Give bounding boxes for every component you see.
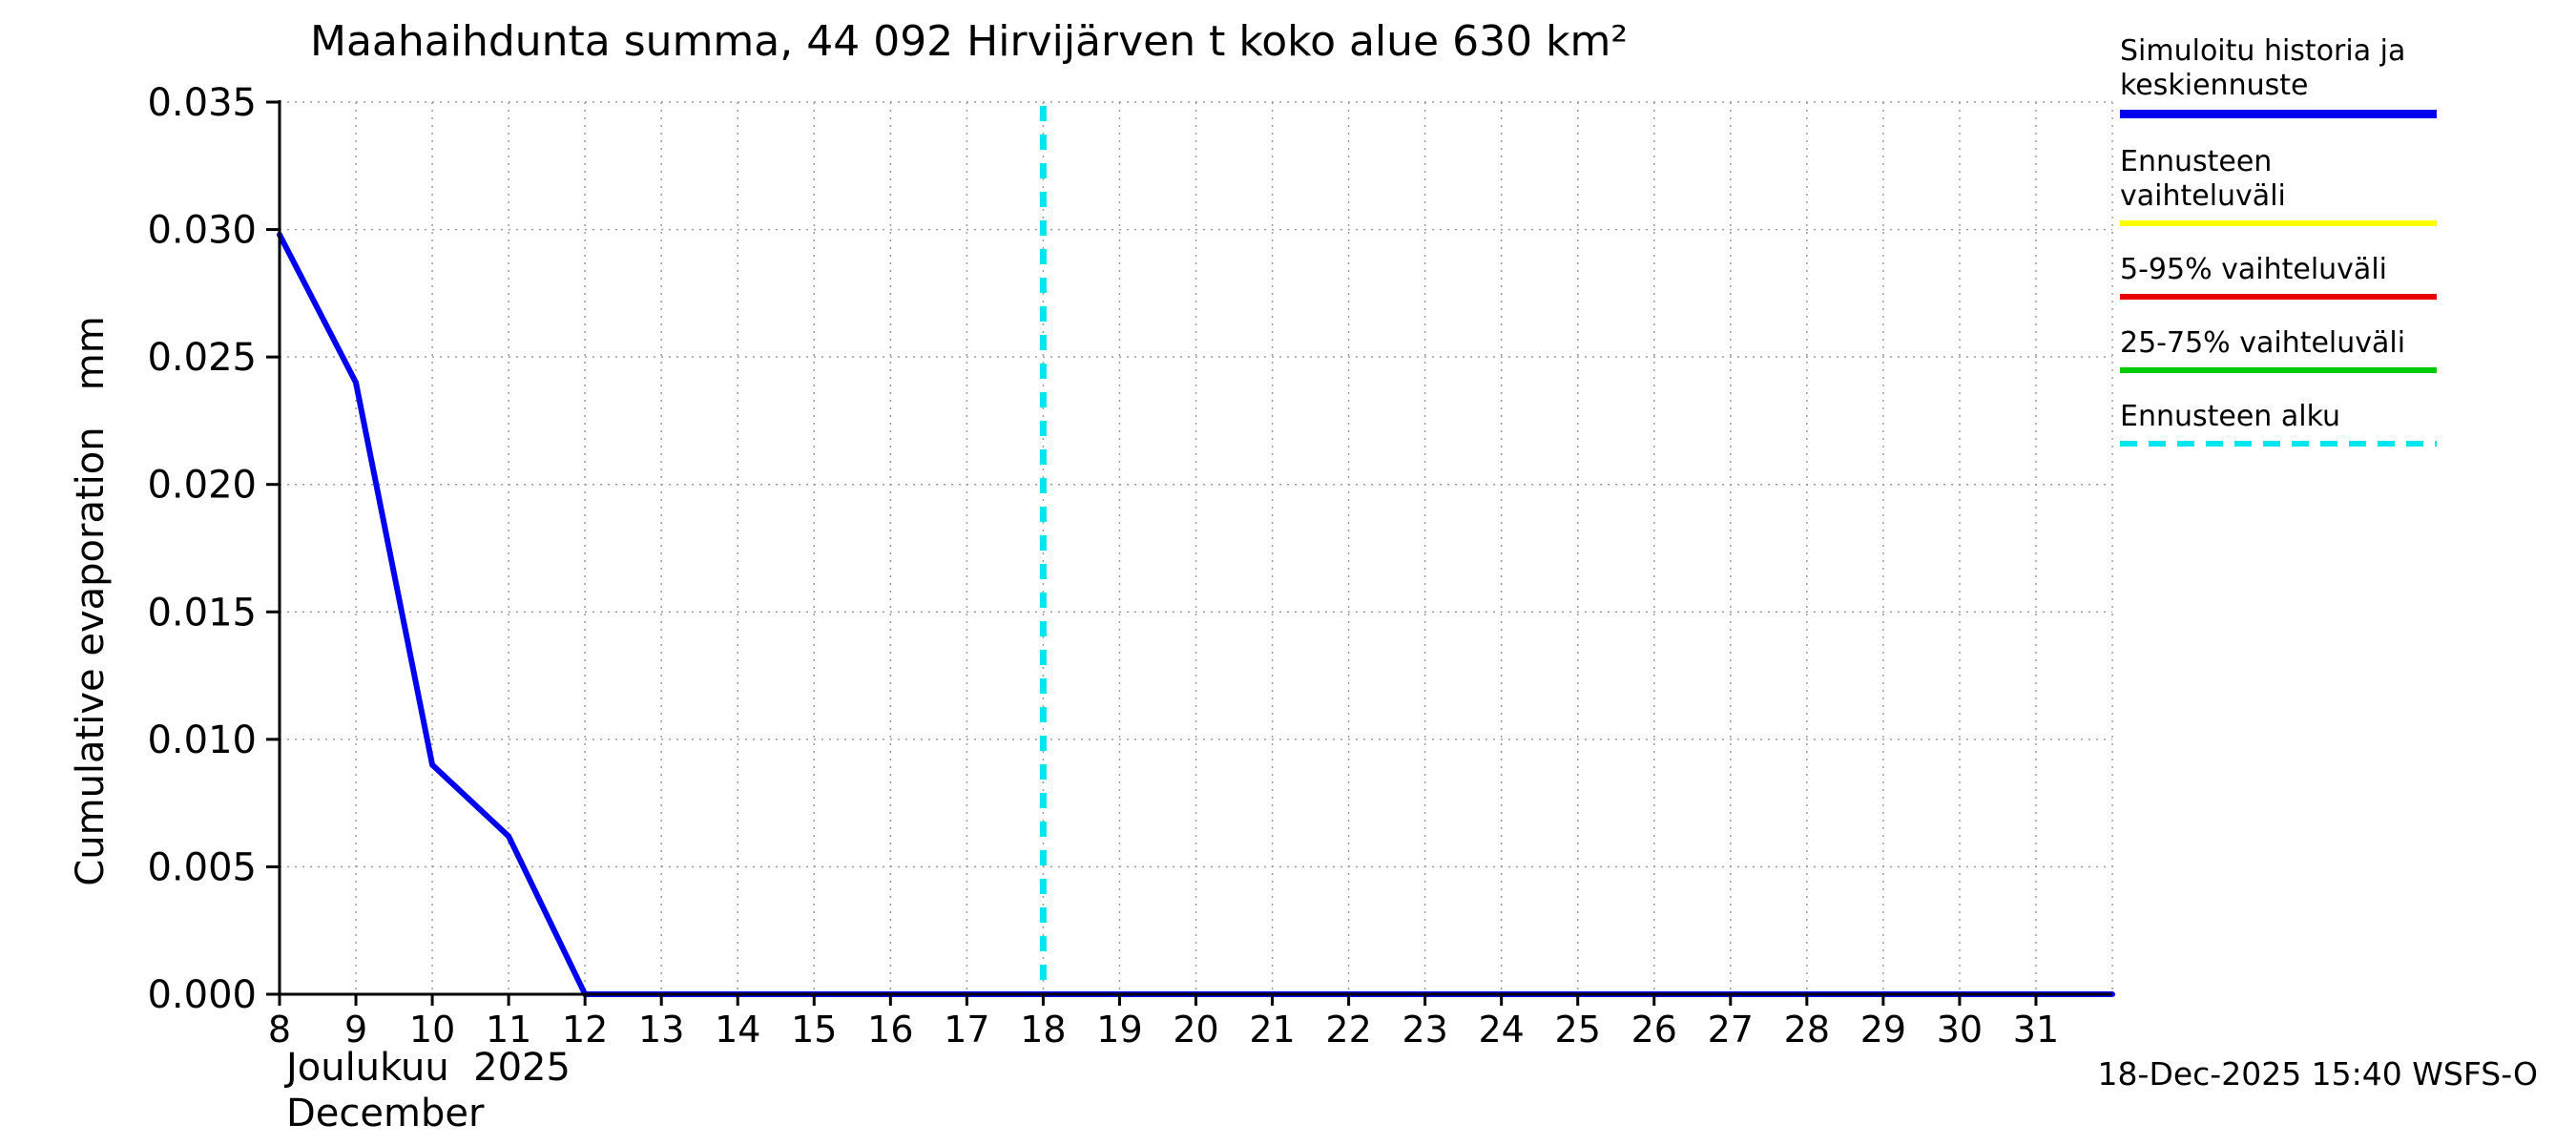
x-tick-label: 24 (1478, 1009, 1524, 1051)
x-tick-label: 27 (1708, 1009, 1754, 1051)
x-tick-label: 12 (562, 1009, 608, 1051)
x-tick-label: 11 (486, 1009, 531, 1051)
legend: Simuloitu historia ja keskiennuste Ennust… (2120, 34, 2437, 473)
x-tick-label: 22 (1325, 1009, 1371, 1051)
y-tick-label: 0.010 (147, 718, 257, 762)
x-tick-label: 25 (1555, 1009, 1601, 1051)
legend-label: 5-95% vaihteluväli (2120, 253, 2387, 286)
x-tick-label: 16 (867, 1009, 913, 1051)
legend-solid-line (2120, 110, 2437, 118)
legend-item: Ennusteen alku (2120, 400, 2437, 447)
legend-label: Simuloitu historia ja keskiennuste (2120, 34, 2406, 102)
legend-solid-line (2120, 220, 2437, 226)
legend-item: Simuloitu historia ja keskiennuste (2120, 34, 2437, 118)
y-tick-label: 0.025 (147, 336, 257, 380)
legend-dashed-line (2120, 441, 2437, 447)
y-tick-label: 0.000 (147, 973, 257, 1017)
x-tick-label: 29 (1860, 1009, 1906, 1051)
x-tick-label: 18 (1020, 1009, 1066, 1051)
legend-item: 5-95% vaihteluväli (2120, 253, 2437, 300)
legend-solid-line (2120, 367, 2437, 373)
x-tick-label: 10 (409, 1009, 455, 1051)
x-tick-label: 8 (268, 1009, 291, 1051)
legend-label: 25-75% vaihteluväli (2120, 326, 2406, 360)
x-tick-label: 9 (344, 1009, 367, 1051)
x-tick-label: 19 (1096, 1009, 1142, 1051)
x-tick-label: 20 (1173, 1009, 1218, 1051)
legend-item: Ennusteen vaihteluväli (2120, 145, 2437, 226)
x-tick-label: 21 (1249, 1009, 1295, 1051)
x-tick-label: 26 (1631, 1009, 1677, 1051)
x-tick-label: 17 (944, 1009, 989, 1051)
x-tick-label: 14 (715, 1009, 760, 1051)
x-tick-label: 15 (791, 1009, 837, 1051)
y-tick-label: 0.035 (147, 81, 257, 125)
x-tick-label: 28 (1784, 1009, 1830, 1051)
x-tick-label: 31 (2013, 1009, 2059, 1051)
y-axis-label: Cumulative evaporation mm (69, 316, 113, 886)
x-axis-label-en: December (286, 1092, 485, 1135)
legend-label: Ennusteen alku (2120, 400, 2341, 433)
x-tick-label: 30 (1937, 1009, 1983, 1051)
legend-solid-line (2120, 294, 2437, 300)
x-tick-label: 13 (638, 1009, 684, 1051)
timestamp: 18-Dec-2025 15:40 WSFS-O (2097, 1055, 2538, 1093)
y-tick-label: 0.020 (147, 464, 257, 508)
y-tick-label: 0.005 (147, 845, 257, 889)
y-tick-label: 0.015 (147, 591, 257, 635)
y-tick-label: 0.030 (147, 209, 257, 253)
legend-label: Ennusteen vaihteluväli (2120, 145, 2286, 213)
x-tick-label: 23 (1402, 1009, 1447, 1051)
x-axis-label-fi: Joulukuu 2025 (286, 1046, 571, 1090)
chart-title: Maahaihdunta summa, 44 092 Hirvijärven t… (310, 17, 1629, 66)
legend-item: 25-75% vaihteluväli (2120, 326, 2437, 373)
